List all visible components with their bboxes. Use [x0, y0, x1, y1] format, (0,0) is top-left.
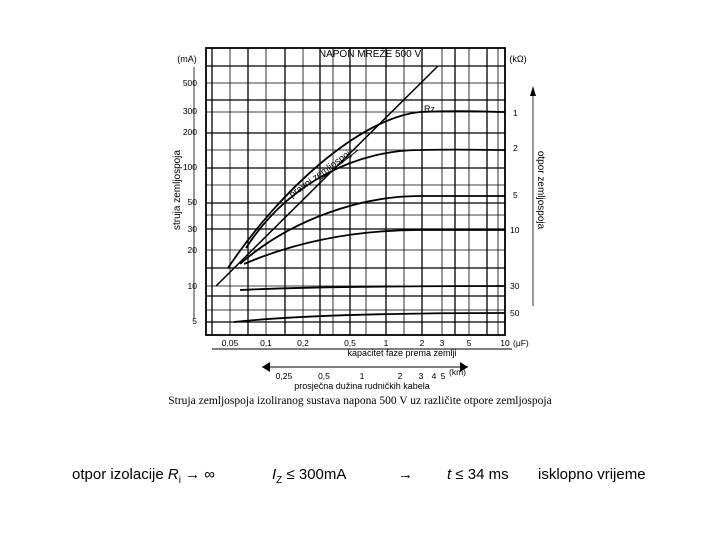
insulation-resistance-line: otpor izolacije Ri → ∞	[72, 466, 215, 486]
right-tick-1: 1	[513, 108, 518, 118]
chart-top-title: NAPON MREŽE 500 V	[319, 47, 422, 60]
left-tick-300: 300	[183, 106, 197, 116]
right-tick-2: 2	[513, 143, 518, 153]
left-tick-30: 30	[188, 224, 198, 234]
km-tick-0-25: 0,25	[276, 371, 293, 381]
curve-2kohm	[245, 148, 506, 249]
current-limit-line: IZ ≤ 300mA	[272, 466, 346, 486]
time-limit: ≤ 34 ms	[451, 466, 509, 483]
i-subscript: Z	[276, 475, 283, 486]
curve-10kohm	[243, 229, 505, 265]
chart-grid	[206, 48, 505, 335]
left-tick-50: 50	[188, 197, 198, 207]
cap-unit: (μF)	[513, 338, 529, 348]
right-tick-50: 50	[510, 308, 520, 318]
km-tick-0-5: 0,5	[318, 371, 330, 381]
chart-curves	[215, 65, 506, 323]
r-symbol: R	[167, 466, 179, 483]
chart-border	[205, 47, 506, 336]
left-tick-100: 100	[183, 162, 197, 172]
left-tick-10: 10	[188, 281, 198, 291]
km-tick-1: 1	[360, 371, 365, 381]
right-tick-30: 30	[510, 281, 520, 291]
right-axis-arrow	[530, 86, 536, 96]
chart-frame	[193, 47, 536, 372]
curve-30kohm	[239, 285, 506, 291]
trip-time-label: isklopno vrijeme	[538, 466, 646, 483]
cap-tick-0-1: 0,1	[260, 338, 272, 348]
km-axis-arrow-right	[460, 362, 468, 372]
km-tick-4: 4	[432, 371, 437, 381]
left-tick-500: 500	[183, 78, 197, 88]
left-tick-20: 20	[188, 245, 198, 255]
infinity-arrow: → ∞	[185, 466, 216, 483]
right-tick-5: 5	[513, 190, 518, 200]
r-subscript: i	[178, 475, 181, 486]
right-unit-label: (kΩ)	[509, 54, 526, 64]
leader-arrow	[319, 149, 359, 181]
km-tick-3: 3	[419, 371, 424, 381]
trip-time-text: isklopno vrijeme	[538, 466, 646, 483]
curve-1kohm	[227, 110, 506, 269]
insulation-text: otpor izolacije	[72, 466, 168, 483]
implies-arrow: →	[398, 466, 413, 483]
time-limit-line: t ≤ 34 ms	[447, 466, 509, 483]
left-tick-5: 5	[192, 316, 197, 326]
cap-tick-10: 10	[500, 338, 510, 348]
right-tick-10: 10	[510, 225, 520, 235]
left-axis-title: struja zemljospoja	[172, 150, 183, 230]
cap-tick-0-5: 0,5	[344, 338, 356, 348]
cap-tick-0-05: 0,05	[222, 338, 239, 348]
earth-fault-current-chart: NAPON MREŽE 500 V (mA) (kΩ) struja zemlj…	[172, 47, 546, 391]
right-axis-title: otpor zemljospoja	[535, 151, 546, 230]
km-unit: (km)	[449, 367, 466, 377]
current-limit: ≤ 300mA	[282, 466, 347, 483]
cap-tick-0-2: 0,2	[297, 338, 309, 348]
cap-axis-title: kapacitet faze prema zemlji	[347, 348, 456, 358]
figure-caption: Struja zemljospoja izoliranog sustava na…	[168, 395, 552, 407]
km-axis-title: prosječna dužina rudničkih kabela	[294, 381, 430, 391]
left-tick-200: 200	[183, 127, 197, 137]
i-symbol: I	[272, 466, 277, 483]
curve-50kohm	[233, 312, 506, 323]
cap-tick-1: 1	[384, 338, 389, 348]
implies-arrow-glyph: →	[398, 466, 413, 483]
diagonal-fault-line	[215, 65, 439, 287]
t-symbol: t	[447, 466, 452, 483]
km-tick-2: 2	[398, 371, 403, 381]
curve-5kohm	[239, 195, 505, 265]
km-tick-5: 5	[441, 371, 446, 381]
rz-label: Rz	[424, 104, 435, 114]
cap-tick-5: 5	[467, 338, 472, 348]
cap-tick-3: 3	[440, 338, 445, 348]
left-unit-label: (mA)	[177, 54, 197, 64]
cap-tick-2: 2	[420, 338, 425, 348]
